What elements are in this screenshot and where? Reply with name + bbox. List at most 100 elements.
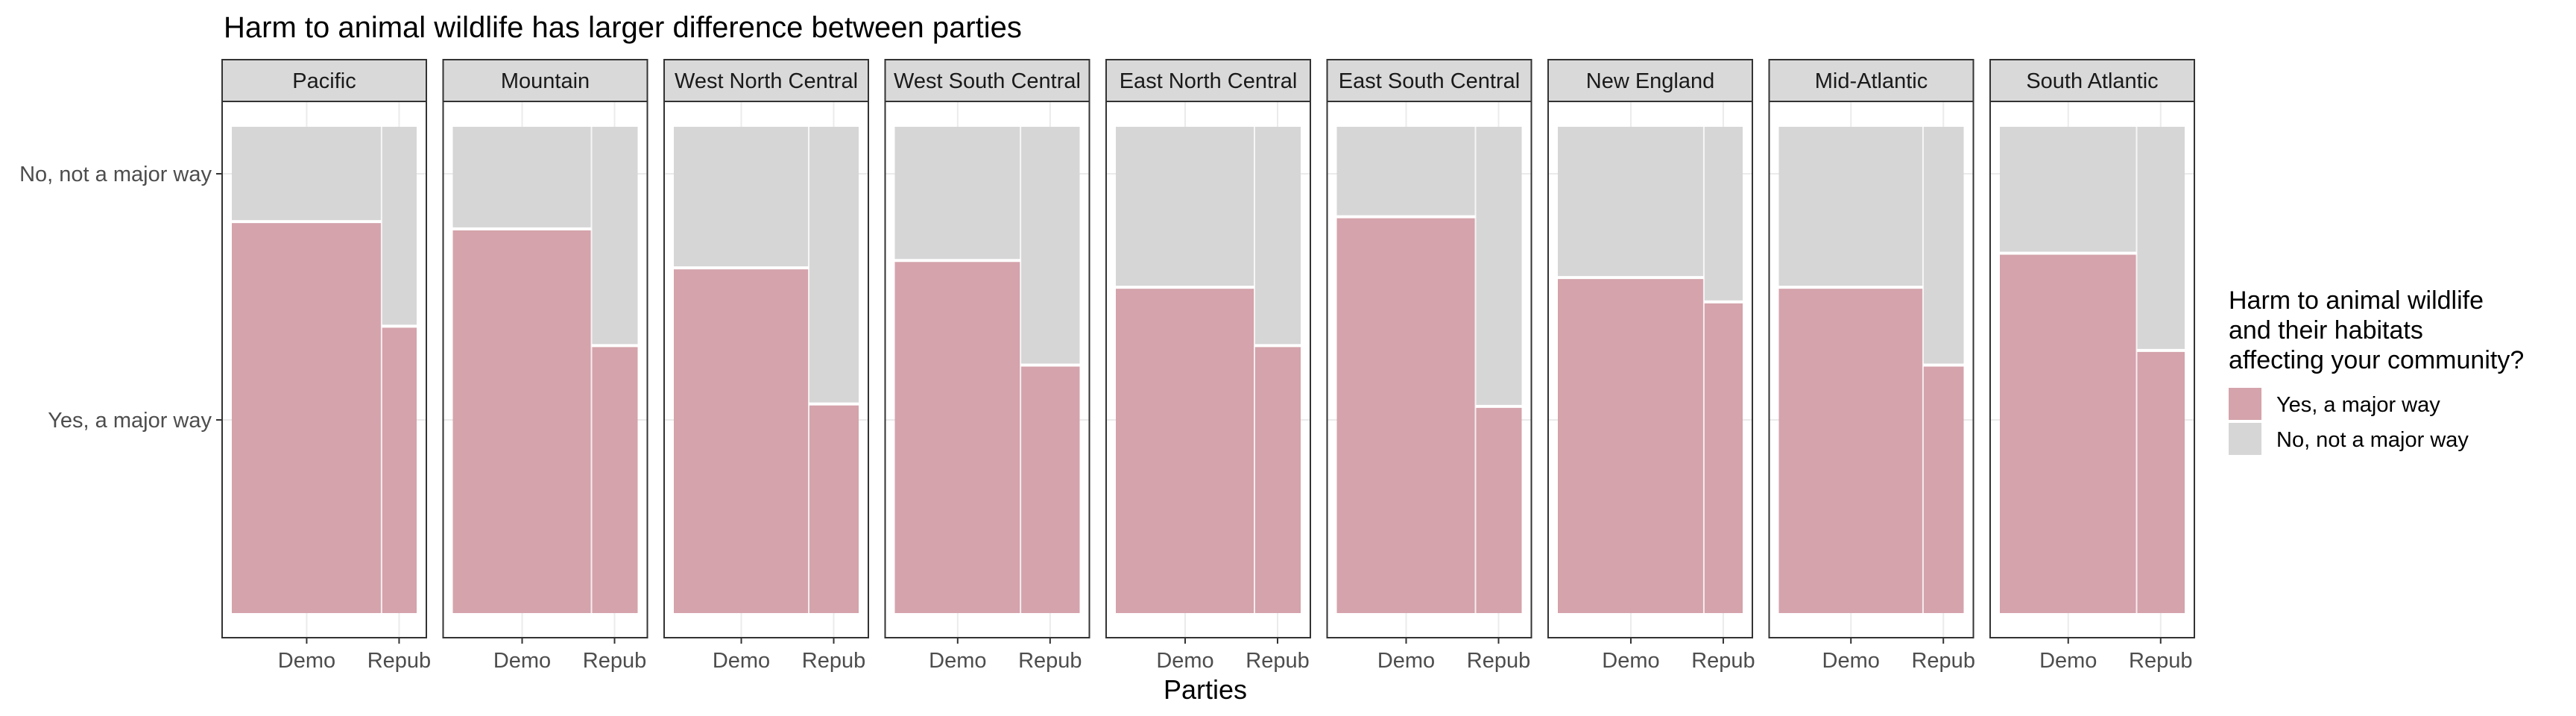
panel-border [1326,101,1532,638]
strip-background [663,59,869,102]
strip-background [221,59,427,102]
bar-segment-no [2000,127,2137,254]
legend: Harm to animal wildlife and their habita… [2229,286,2524,455]
bar-segment-yes [1254,345,1301,613]
x-tick-label: Repub [1691,649,1755,673]
panel-border [884,101,1090,638]
bar-segment-no [1475,127,1522,406]
bar-segment-yes [1922,365,1964,613]
panel-border [442,101,648,638]
bar-segment-yes [232,222,382,613]
y-tick-label: Yes, a major way [48,409,212,433]
bar-segment-yes [2000,253,2137,613]
legend-label: Yes, a major way [2276,393,2440,417]
legend-key [2229,423,2261,455]
x-tick-label: Demo [1602,649,1659,673]
facet-panel: West South Central Demo Repub [884,59,1090,673]
panel-border [1547,101,1753,638]
facet-panel: East North Central Demo Repub [1105,59,1311,673]
bar-segment-no [1336,127,1476,217]
x-tick-label: Repub [583,649,646,673]
x-tick-label: Demo [2039,649,2097,673]
x-tick-label: Repub [1467,649,1530,673]
facet-panel: West North Central Demo Repub [663,59,869,673]
strip-label: New England [1586,69,1715,93]
bar-segment-no [674,127,809,268]
strip-label: Mid-Atlantic [1815,69,1928,93]
facet-panel: South Atlantic Demo Repub [1989,59,2195,673]
panel-border [1105,101,1311,638]
x-tick-label: Repub [1018,649,1082,673]
bar-segment-no [232,127,382,222]
x-tick-label: Demo [493,649,551,673]
facet-panel: Mid-Atlantic Demo Repub [1768,59,1975,673]
bar-segment-yes [1475,406,1522,613]
panel-border [663,101,869,638]
panel-border [221,101,427,638]
legend-label: No, not a major way [2276,428,2469,452]
facet-panel: New England Demo Repub [1547,59,1755,673]
x-tick-label: Repub [1911,649,1974,673]
bar-segment-yes [674,268,809,613]
x-tick-label: Demo [1377,649,1435,673]
strip-label: East South Central [1339,69,1520,93]
y-tick-label: No, not a major way [19,163,212,186]
y-axis: Yes, a major way No, not a major way [19,163,222,433]
bar-segment-no [2136,127,2185,351]
bar-segment-no [1703,127,1743,302]
legend-key [2229,388,2261,420]
bar-segment-yes [809,403,859,613]
bar-segment-no [381,127,417,327]
strip-label: Mountain [501,69,590,93]
bar-segment-no [452,127,592,229]
bar-segment-no [591,127,638,346]
bar-segment-no [1116,127,1254,288]
bar-segment-yes [1703,301,1743,613]
strip-background [884,59,1090,102]
bar-segment-no [809,127,859,404]
bar-segment-yes [894,260,1021,613]
facet-panel: Mountain Demo Repub [442,59,648,673]
legend-title-line: affecting your community? [2229,346,2524,374]
x-tick-label: Repub [802,649,865,673]
strip-background [1326,59,1532,102]
bar-segment-no [1778,127,1923,288]
x-tick-label: Demo [1156,649,1213,673]
bar-segment-no [1922,127,1964,365]
bar-segment-no [894,127,1021,261]
strip-label: West North Central [675,69,858,93]
bar-segment-no [1254,127,1301,346]
facet-panel: East South Central Demo Repub [1326,59,1532,673]
bar-segment-no [1558,127,1704,278]
x-axis-title: Parties [1164,674,1247,705]
strip-label: East North Central [1120,69,1298,93]
strip-label: Pacific [292,69,356,93]
bar-segment-yes [2136,350,2185,613]
x-tick-label: Repub [2129,649,2192,673]
x-tick-label: Demo [929,649,986,673]
bar-segment-yes [1116,287,1254,613]
facet-panel: Pacific Demo Repub [221,59,431,673]
panel-border [1989,101,2195,638]
x-tick-label: Demo [1822,649,1880,673]
bar-segment-no [1020,127,1080,365]
panel-border [1768,101,1974,638]
x-tick-label: Repub [1246,649,1309,673]
strip-background [1768,59,1974,102]
bar-segment-yes [591,345,638,613]
bar-segment-yes [381,326,417,613]
bar-segment-yes [1336,216,1476,613]
legend-title-line: Harm to animal wildlife [2229,286,2484,315]
x-tick-label: Demo [278,649,335,673]
strip-background [1989,59,2195,102]
bar-segment-yes [1558,277,1704,613]
strip-label: South Atlantic [2026,69,2158,93]
strip-label: West South Central [894,69,1081,93]
strip-background [1105,59,1311,102]
strip-background [1547,59,1753,102]
x-tick-label: Repub [367,649,431,673]
chart-title: Harm to animal wildlife has larger diffe… [224,11,1022,44]
legend-title-line: and their habitats [2229,316,2423,345]
bar-segment-yes [1778,287,1923,613]
